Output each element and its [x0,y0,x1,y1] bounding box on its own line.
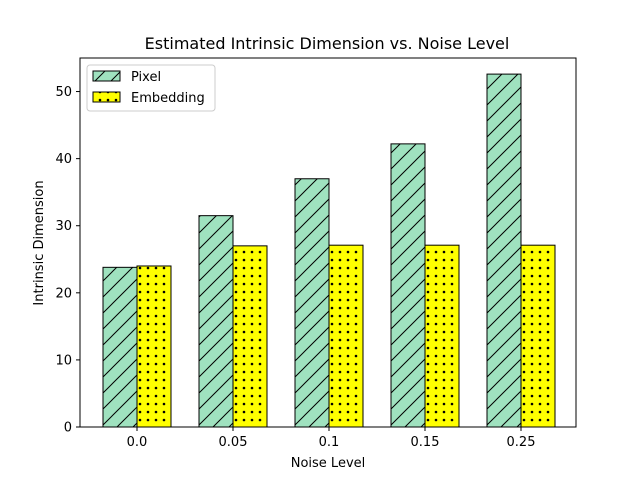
y-tick-label: 10 [55,353,72,368]
x-axis: 0.0 0.05 0.1 0.15 0.25 [127,427,536,450]
bar-hatch-pixel-0.05 [198,215,234,428]
y-tick-label: 50 [55,85,72,100]
legend-label-embedding: Embedding [131,91,205,106]
legend: Pixel Embedding [86,64,216,112]
bar-hatch-embedding-0.15 [424,244,460,428]
bar-hatch-pixel-0.15 [390,143,426,428]
y-axis: 0 10 20 30 40 50 [55,85,80,436]
x-tick-label: 0.05 [219,435,248,450]
bar-hatch-embedding-0.0 [136,265,172,428]
y-tick-label: 20 [55,286,72,301]
legend-swatch-embedding-hatch [92,91,121,103]
y-tick-label: 30 [55,219,72,234]
y-axis-label: Intrinsic Dimension [32,180,47,305]
bar-hatch-embedding-0.25 [520,244,556,428]
bar-hatch-pixel-0.0 [102,266,138,428]
bar-hatch-pixel-0.1 [294,178,330,428]
x-axis-label: Noise Level [291,456,366,471]
x-tick-label: 0.15 [411,435,440,450]
plot-frame [79,57,577,428]
legend-swatch-pixel-hatch [92,70,121,82]
chart-title: Estimated Intrinsic Dimension vs. Noise … [145,34,510,53]
x-tick-label: 0.25 [507,435,536,450]
bars-group [102,73,556,428]
x-tick-label: 0.1 [319,435,340,450]
y-tick-label: 0 [64,421,72,436]
y-tick-label: 40 [55,152,72,167]
bar-hatch-embedding-0.05 [232,245,268,428]
x-tick-label: 0.0 [127,435,148,450]
bar-hatch-pixel-0.25 [486,73,522,428]
legend-label-pixel: Pixel [131,70,161,85]
bar-hatch-embedding-0.1 [328,244,364,428]
